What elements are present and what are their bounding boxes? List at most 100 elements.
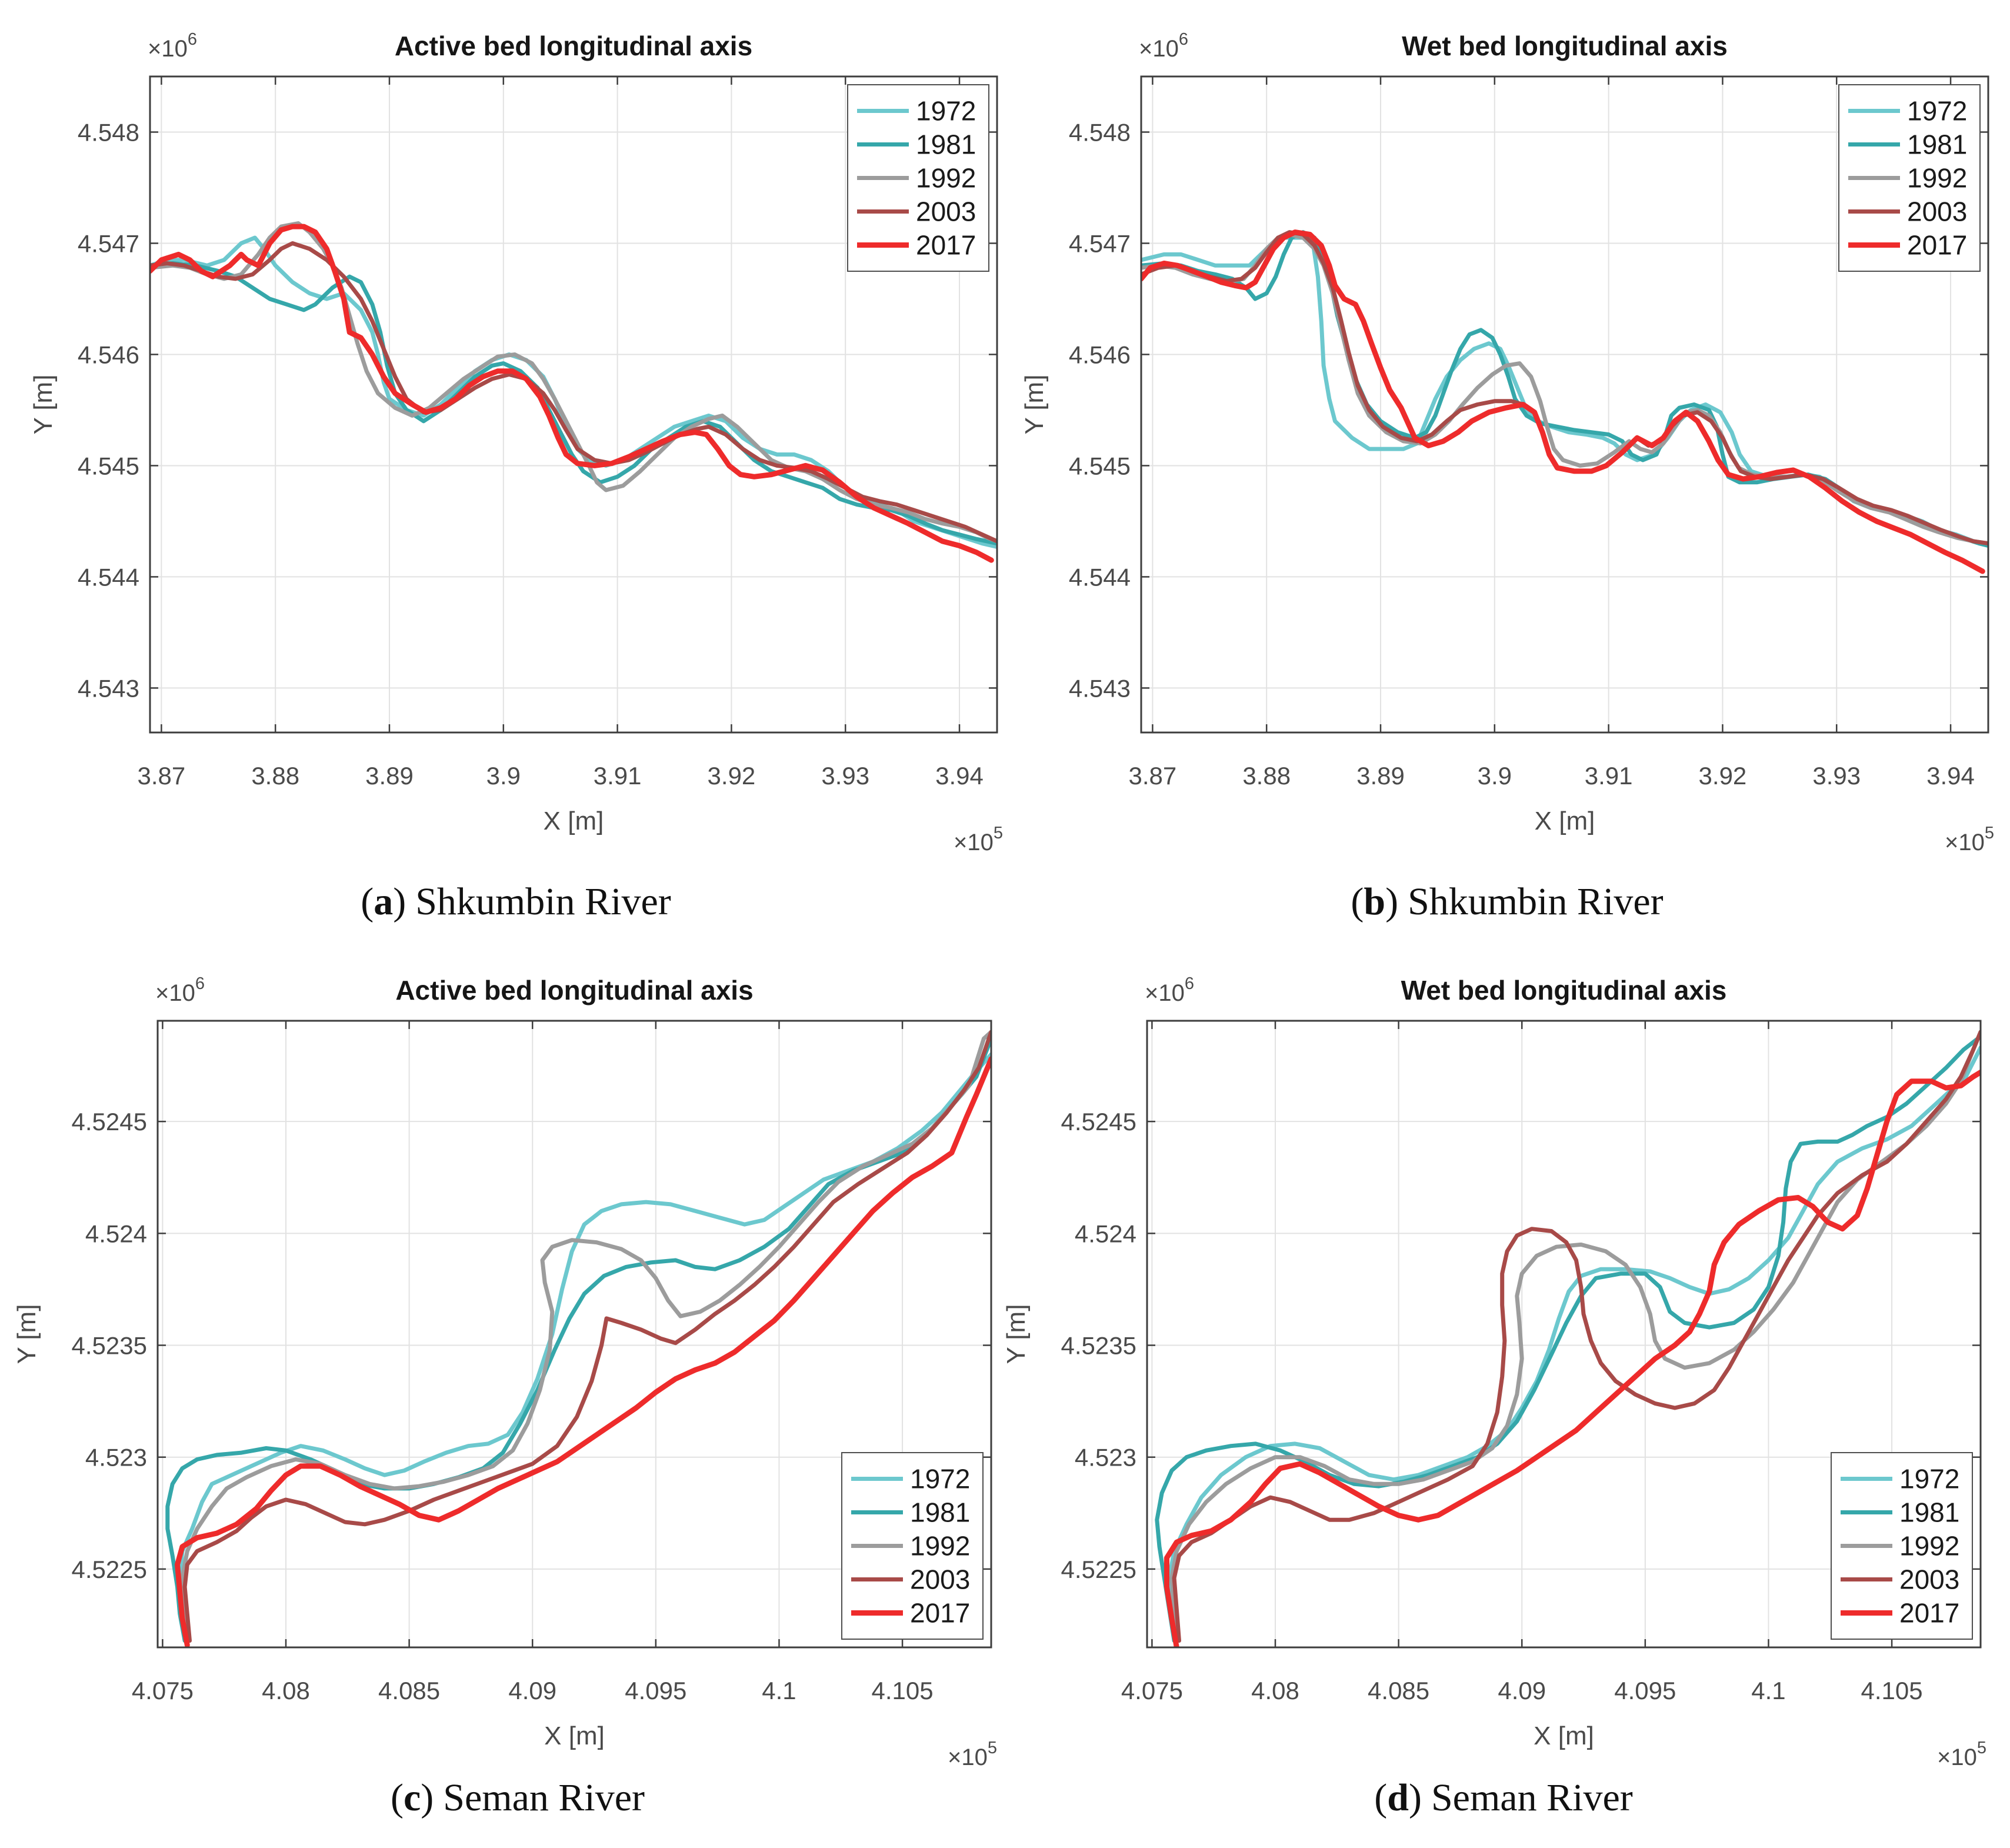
series-group xyxy=(1155,1030,1981,1647)
legend-label-2003: 2003 xyxy=(916,197,976,227)
ytick-label: 4.547 xyxy=(1069,229,1131,257)
caption-open: ( xyxy=(1351,880,1364,923)
legend-label-1972: 1972 xyxy=(910,1464,970,1494)
xtick-label: 4.09 xyxy=(508,1677,556,1704)
xtick-label: 3.93 xyxy=(1812,762,1861,790)
xtick-label: 3.87 xyxy=(138,762,186,790)
ytick-label: 4.545 xyxy=(1069,452,1131,480)
xtick-label: 4.105 xyxy=(872,1677,934,1704)
xtick-label: 4.1 xyxy=(762,1677,796,1704)
y-scale-exponent: ×106 xyxy=(148,30,197,62)
grid xyxy=(1141,76,1988,732)
caption-letter: a xyxy=(374,880,394,923)
ytick-label: 4.523 xyxy=(85,1444,147,1471)
legend-label-1992: 1992 xyxy=(1907,163,1967,194)
plot-c: 4.075 4.08 4.085 4.09 4.095 4.1 4.1054.52254.5… xyxy=(12,974,997,1770)
series-line-2017 xyxy=(150,224,994,563)
xtick-label: 4.105 xyxy=(1861,1677,1923,1704)
caption-text: Seman River xyxy=(443,1776,645,1819)
caption-close: ) xyxy=(421,1776,434,1819)
legend-label-1972: 1972 xyxy=(916,96,976,126)
xtick-label: 4.09 xyxy=(1498,1677,1546,1704)
chart-title: Active bed longitudinal axis xyxy=(395,975,753,1005)
caption-close: ) xyxy=(1408,1776,1422,1819)
series-line-1972 xyxy=(178,1052,991,1643)
x-axis-label: X [m] xyxy=(1535,807,1595,835)
chart-shkumbin-active-bed: 3.87 3.88 3.89 3.9 3.91 3.92 3.93 3.944.5434.54… xyxy=(29,30,1003,855)
series-line-2017 xyxy=(1141,229,1985,574)
x-axis-label: X [m] xyxy=(544,807,604,835)
ytick-label: 4.5245 xyxy=(72,1108,147,1136)
chart-seman-active-bed: 4.075 4.08 4.085 4.09 4.095 4.1 4.1054.52254.5… xyxy=(12,974,997,1770)
chart-title: Active bed longitudinal axis xyxy=(395,31,752,61)
xtick-label: 3.87 xyxy=(1129,762,1177,790)
tick-marks xyxy=(1147,1021,1981,1647)
caption-close: ) xyxy=(393,880,406,923)
xtick-label: 3.94 xyxy=(1926,762,1975,790)
legend-label-1981: 1981 xyxy=(916,129,976,160)
series-line-2003 xyxy=(182,1030,991,1643)
series-group xyxy=(150,221,997,563)
axis-box xyxy=(156,1020,992,1649)
y-scale-exponent: ×106 xyxy=(1139,30,1188,62)
series-group xyxy=(165,1030,991,1647)
xtick-label: 4.095 xyxy=(1614,1677,1676,1704)
ytick-label: 4.544 xyxy=(1069,563,1131,591)
ytick-label: 4.547 xyxy=(78,229,139,257)
legend-label-2003: 2003 xyxy=(910,1564,970,1595)
xtick-label: 4.095 xyxy=(625,1677,686,1704)
series-line-1992 xyxy=(1169,1030,1981,1643)
caption-b: (b) Shkumbin River xyxy=(1066,880,1948,924)
plot-d: 4.075 4.08 4.085 4.09 4.095 4.1 4.1054.52254.5… xyxy=(1002,974,1986,1770)
xtick-label: 3.88 xyxy=(251,762,299,790)
legend-label-2003: 2003 xyxy=(1899,1564,1959,1595)
chart-title: Wet bed longitudinal axis xyxy=(1401,975,1727,1005)
ytick-labels: 4.5225 4.523 4.5235 4.524 4.5245 xyxy=(72,1108,147,1583)
ytick-label: 4.546 xyxy=(78,341,139,368)
legend-label-1981: 1981 xyxy=(1907,129,1967,160)
caption-close: ) xyxy=(1385,880,1399,923)
xtick-label: 3.9 xyxy=(486,762,521,790)
xtick-label: 3.89 xyxy=(1356,762,1405,790)
chart-shkumbin-wet-bed: 3.87 3.88 3.89 3.9 3.91 3.92 3.93 3.944.5434.54… xyxy=(1020,30,1994,855)
x-axis-label: X [m] xyxy=(544,1722,605,1750)
plot-b: 3.87 3.88 3.89 3.9 3.91 3.92 3.93 3.944.5434.54… xyxy=(1020,30,1994,855)
legend-label-2017: 2017 xyxy=(1899,1598,1959,1629)
ytick-label: 4.548 xyxy=(1069,118,1131,146)
ytick-label: 4.543 xyxy=(1069,674,1131,702)
series-group xyxy=(1141,229,1988,574)
ytick-label: 4.5245 xyxy=(1061,1108,1136,1136)
x-axis-label: X [m] xyxy=(1534,1722,1594,1750)
legend-label-1992: 1992 xyxy=(910,1531,970,1561)
xtick-label: 4.085 xyxy=(1368,1677,1429,1704)
axis-box xyxy=(149,75,998,734)
xtick-label: 4.075 xyxy=(132,1677,194,1704)
xtick-label: 3.9 xyxy=(1478,762,1512,790)
xtick-label: 3.88 xyxy=(1242,762,1291,790)
legend-label-2017: 2017 xyxy=(910,1598,970,1629)
plot-a: 3.87 3.88 3.89 3.9 3.91 3.92 3.93 3.944.5434.54… xyxy=(29,30,1003,855)
ytick-label: 4.543 xyxy=(78,674,139,702)
caption-text: Seman River xyxy=(1431,1776,1633,1819)
caption-a: (a) Shkumbin River xyxy=(75,880,957,924)
caption-letter: c xyxy=(403,1776,421,1819)
series-line-1992 xyxy=(180,1030,991,1643)
series-line-1981 xyxy=(150,261,997,546)
ytick-label: 4.545 xyxy=(78,452,139,480)
y-scale-exponent: ×106 xyxy=(1145,974,1194,1006)
axis-box xyxy=(1146,1020,1982,1649)
legend-label-1972: 1972 xyxy=(1907,96,1967,126)
legend-label-1972: 1972 xyxy=(1899,1464,1959,1494)
ytick-label: 4.546 xyxy=(1069,341,1131,368)
xtick-label: 4.075 xyxy=(1121,1677,1183,1704)
tick-marks xyxy=(158,1021,991,1647)
xtick-label: 4.08 xyxy=(1251,1677,1299,1704)
series-line-1972 xyxy=(1167,1045,1981,1643)
xtick-labels: 4.075 4.08 4.085 4.09 4.095 4.1 4.105 xyxy=(132,1677,934,1704)
y-axis-label: Y [m] xyxy=(1002,1304,1031,1364)
y-scale-exponent: ×106 xyxy=(155,974,205,1006)
ytick-label: 4.524 xyxy=(85,1220,147,1247)
